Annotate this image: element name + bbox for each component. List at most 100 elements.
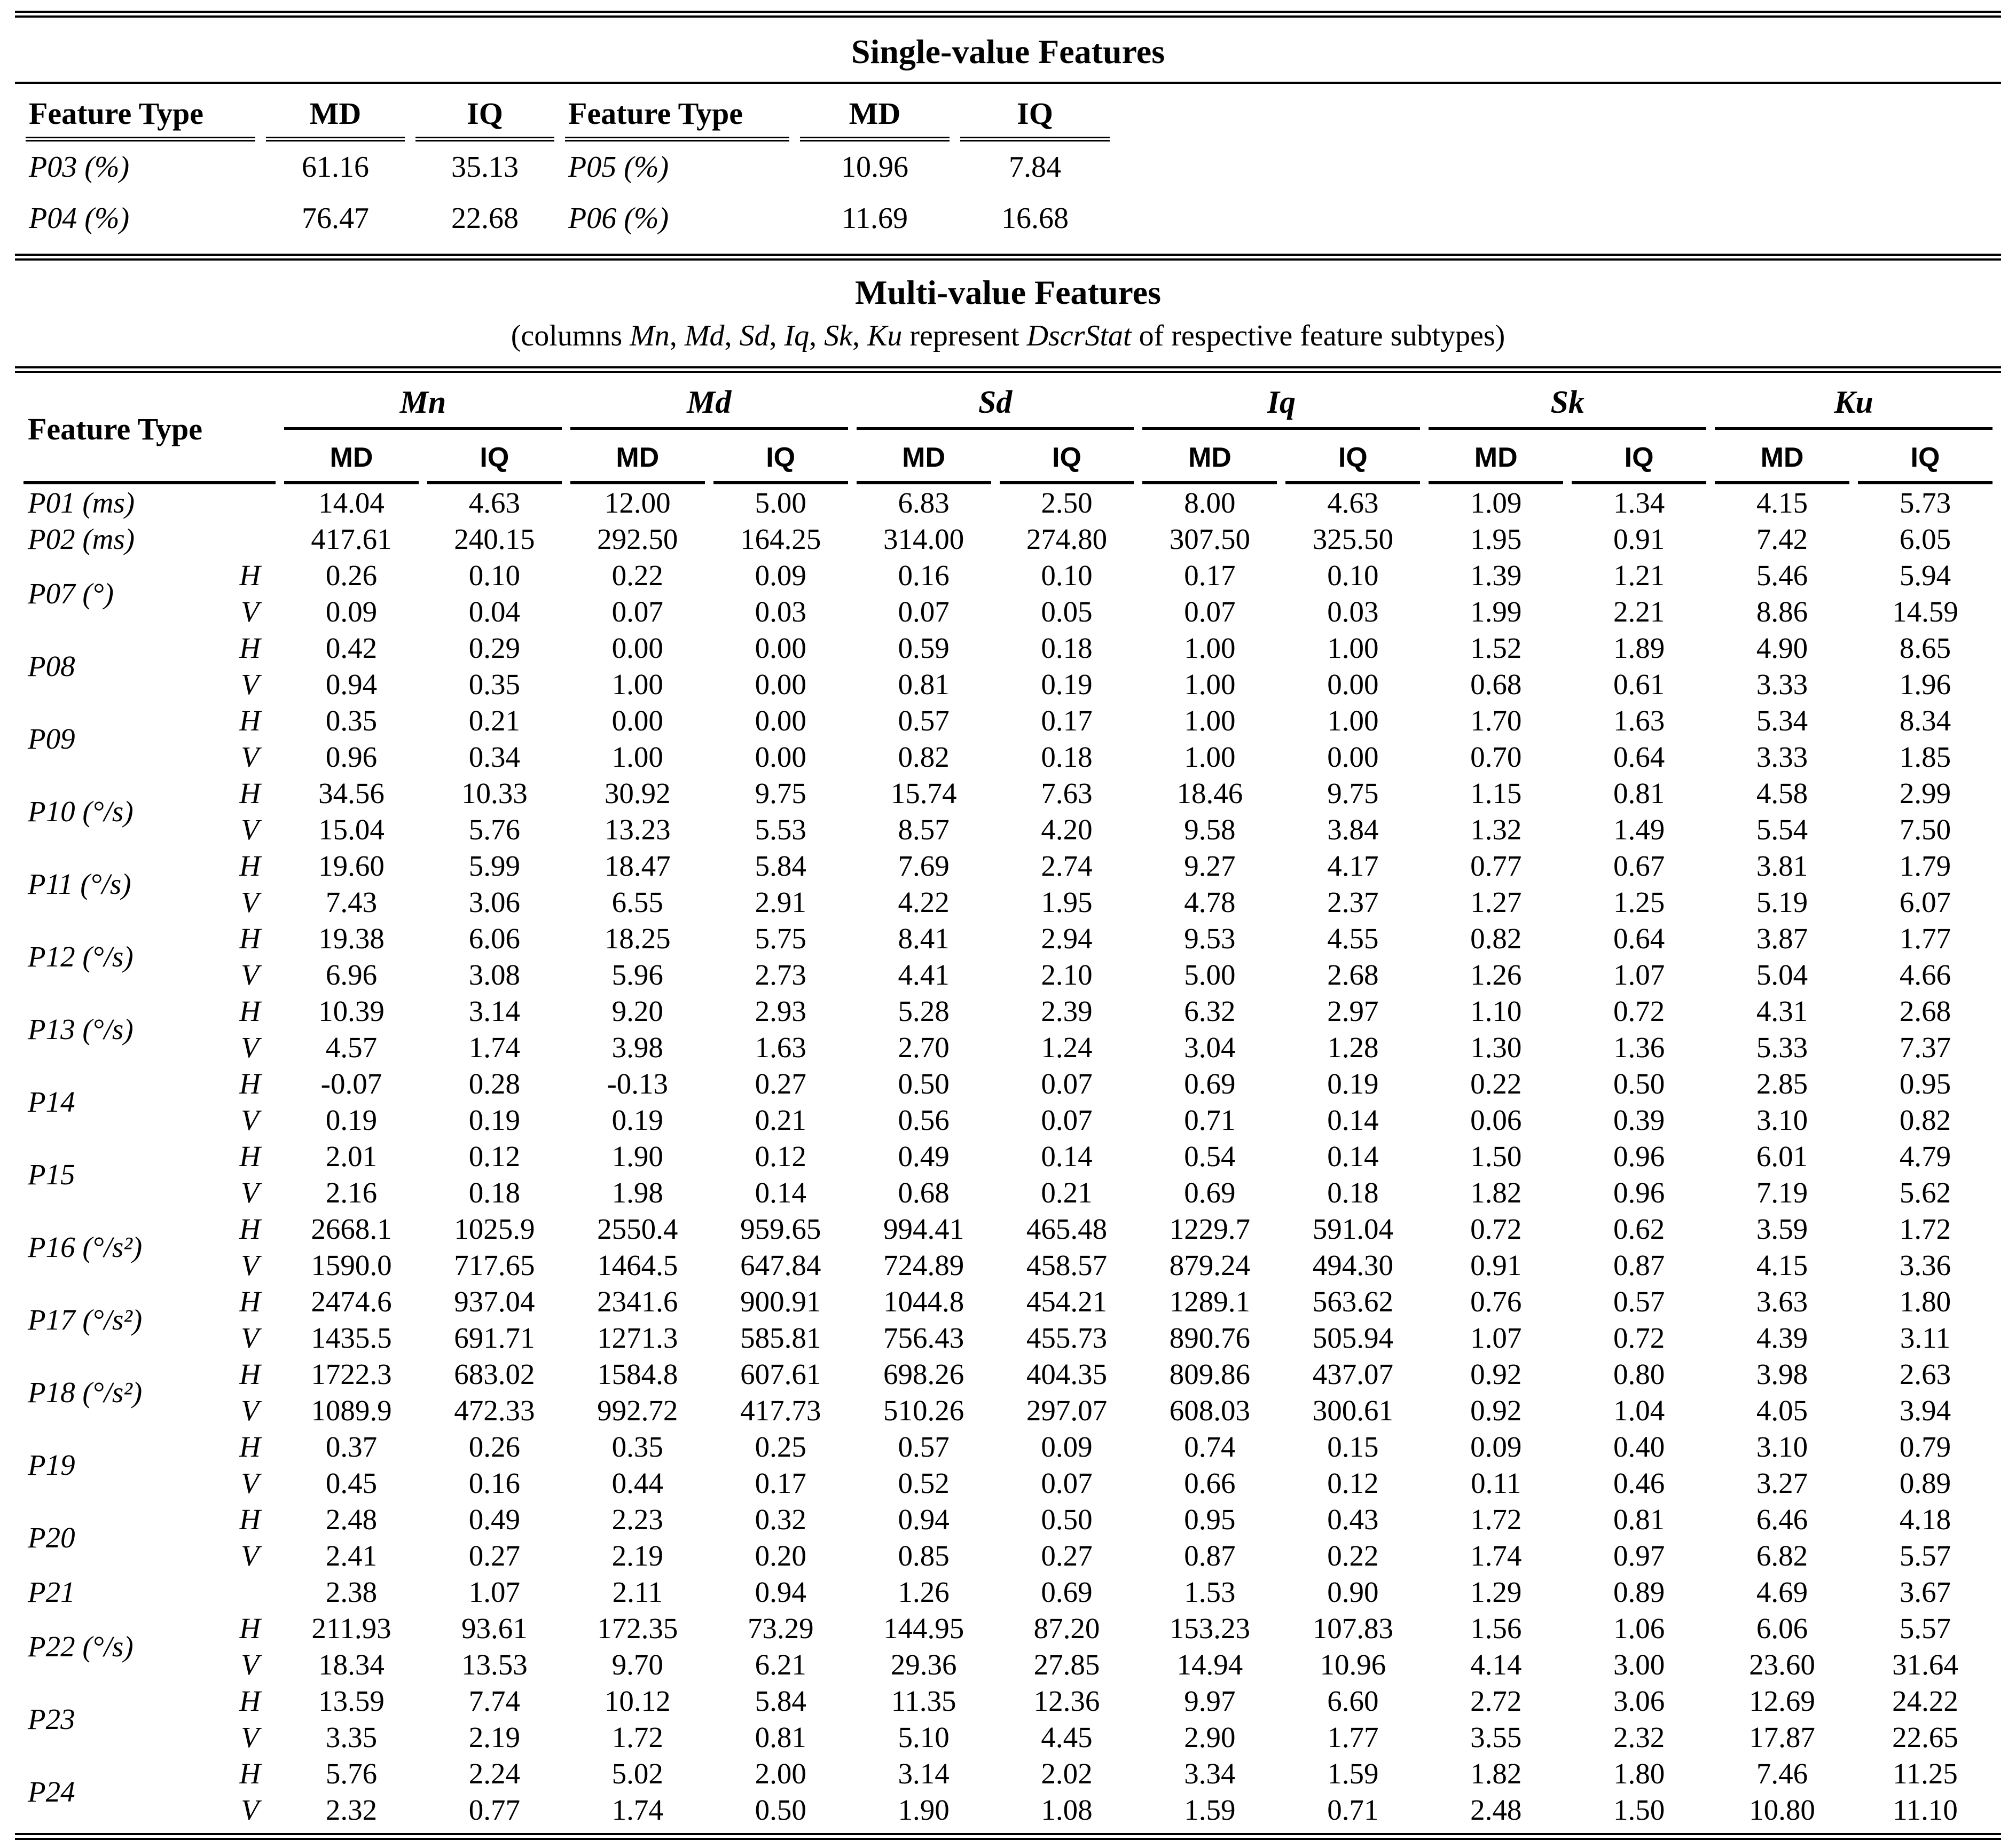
value-cell: 510.26 (883, 1394, 964, 1427)
subrow-label: V (241, 1720, 259, 1753)
value-cell: 6.07 (1899, 885, 1951, 918)
value-cell: 14.59 (1892, 595, 1958, 628)
value-cell: 2.48 (325, 1503, 378, 1536)
value-cell: 0.09 (1041, 1430, 1093, 1463)
value-cell: 437.07 (1312, 1357, 1393, 1390)
value-cell: 2.02 (1041, 1757, 1093, 1790)
value-cell: 9.27 (1184, 849, 1236, 882)
value-cell: 87.20 (1033, 1611, 1100, 1645)
value-cell: 2.74 (1041, 849, 1093, 882)
value-cell: 12.36 (1033, 1684, 1100, 1717)
value-cell: 0.94 (325, 667, 378, 701)
value-cell: 0.82 (1470, 922, 1522, 955)
value-cell: -0.07 (320, 1067, 382, 1100)
value-cell: 8.41 (898, 922, 950, 955)
column-header-iq: IQ (415, 87, 554, 141)
value-cell: 107.83 (1312, 1611, 1393, 1645)
value-cell: 563.62 (1312, 1285, 1393, 1318)
value-cell: 0.94 (898, 1503, 950, 1536)
feature-label: P12 (°/s) (28, 940, 134, 973)
value-cell: 0.62 (1613, 1212, 1665, 1245)
table-row: P07 (°) H 0.26 0.10 0.22 0.09 0.16 0.10 0.17 0.10… (23, 557, 1993, 610)
table-row: P13 (°/s) H 10.39 3.14 9.20 2.93 5.28 2.39 6.32 2… (23, 993, 1993, 1045)
value-cell: 0.69 (1041, 1575, 1093, 1608)
value-cell: 0.03 (1327, 595, 1379, 628)
single-value-table-head: Feature Type MD IQ Feature Type MD IQ (26, 87, 1110, 141)
value-cell: 7.63 (1041, 776, 1093, 809)
value-cell: 0.26 (468, 1430, 520, 1463)
value-cell: 13.59 (318, 1684, 385, 1717)
value-cell: 0.52 (898, 1466, 950, 1499)
value-cell: 4.22 (898, 885, 950, 918)
subtitle-italic-term: Ku (867, 319, 903, 352)
bottom-rule (15, 1833, 2001, 1840)
value-cell: 472.33 (454, 1394, 535, 1427)
value-cell: 274.80 (1026, 522, 1108, 555)
value-cell: 1.26 (898, 1575, 950, 1608)
value-cell: 2.24 (468, 1757, 520, 1790)
value-cell: 0.81 (1613, 776, 1665, 809)
feature-label: P20 (28, 1521, 75, 1554)
feature-label: P23 (28, 1702, 75, 1735)
value-cell: 153.23 (1169, 1611, 1251, 1645)
value-cell: 10.39 (318, 994, 385, 1027)
value-cell: 1.80 (1613, 1757, 1665, 1790)
subrow-label: H (239, 1503, 261, 1536)
value-cell: 24.22 (1892, 1684, 1958, 1717)
table-row: P02 (ms) 417.61 240.15 292.50 164.25 314.00 27… (23, 521, 1993, 557)
value-cell: 937.04 (454, 1285, 535, 1318)
value-cell: 1.27 (1470, 885, 1522, 918)
value-cell: 0.45 (325, 1466, 378, 1499)
value-cell: 2.63 (1899, 1357, 1951, 1390)
value-cell: 0.17 (755, 1466, 806, 1499)
value-cell: 0.19 (1041, 667, 1093, 701)
value-cell: 5.84 (755, 1684, 806, 1717)
value-cell: 61.16 (302, 151, 369, 184)
value-cell: 1.52 (1470, 631, 1522, 664)
value-cell: 1.79 (1899, 849, 1951, 882)
value-cell: 0.85 (898, 1539, 950, 1572)
value-cell: 15.74 (890, 776, 957, 809)
value-cell: 2.37 (1327, 885, 1379, 918)
value-cell: 4.63 (1327, 486, 1379, 519)
value-cell: 3.98 (1756, 1357, 1808, 1390)
value-cell: 0.22 (1327, 1539, 1379, 1572)
subtitle-italic-term: DscrStat (1026, 319, 1132, 352)
value-cell: 1.10 (1470, 994, 1522, 1027)
value-cell: 0.90 (1327, 1575, 1379, 1608)
value-cell: 1.80 (1899, 1285, 1951, 1318)
value-cell: 0.68 (898, 1176, 950, 1209)
subcolumn-header-iq-iq: IQ (1285, 430, 1421, 484)
value-cell: 0.39 (1613, 1103, 1665, 1136)
value-cell: 417.61 (311, 522, 392, 555)
table-row: P19 H 0.37 0.26 0.35 0.25 0.57 0.09 0.74 0.15 0.09… (23, 1428, 1993, 1481)
value-cell: 4.90 (1756, 631, 1808, 664)
value-cell: 1.39 (1470, 559, 1522, 592)
table-row: V 0.96 0.34 1.00 0.00 0.82 0.18 1.00 0.00 0.70 0.6… (23, 738, 1993, 775)
value-cell: 0.96 (1613, 1176, 1665, 1209)
value-cell: 144.95 (883, 1611, 964, 1645)
value-cell: 0.19 (468, 1103, 520, 1136)
value-cell: 2.94 (1041, 922, 1093, 955)
value-cell: 15.04 (318, 813, 385, 846)
subrow-label: V (241, 1539, 259, 1572)
value-cell: 0.34 (468, 740, 520, 773)
value-cell: 0.49 (468, 1503, 520, 1536)
multi-value-table-title: Multi-value Features (855, 273, 1161, 311)
value-cell: 0.09 (1470, 1430, 1522, 1463)
column-header-iq: IQ (960, 87, 1110, 141)
value-cell: 1.82 (1470, 1757, 1522, 1790)
value-cell: 691.71 (454, 1321, 535, 1354)
feature-label: P04 (%) (29, 202, 130, 235)
value-cell: 9.58 (1184, 813, 1236, 846)
value-cell: 1.00 (1184, 704, 1236, 737)
subtitle-text: of respective feature subtypes) (1131, 319, 1505, 352)
value-cell: 2.21 (1613, 595, 1665, 628)
value-cell: 0.37 (325, 1430, 378, 1463)
value-cell: 1.95 (1470, 522, 1522, 555)
subtitle-text: , (809, 319, 825, 352)
table-row: P20 H 2.48 0.49 2.23 0.32 0.94 0.50 0.95 0.43 1.72… (23, 1501, 1993, 1554)
subrow-label (224, 521, 276, 557)
value-cell: 0.22 (1470, 1067, 1522, 1100)
value-cell: 3.14 (468, 994, 520, 1027)
